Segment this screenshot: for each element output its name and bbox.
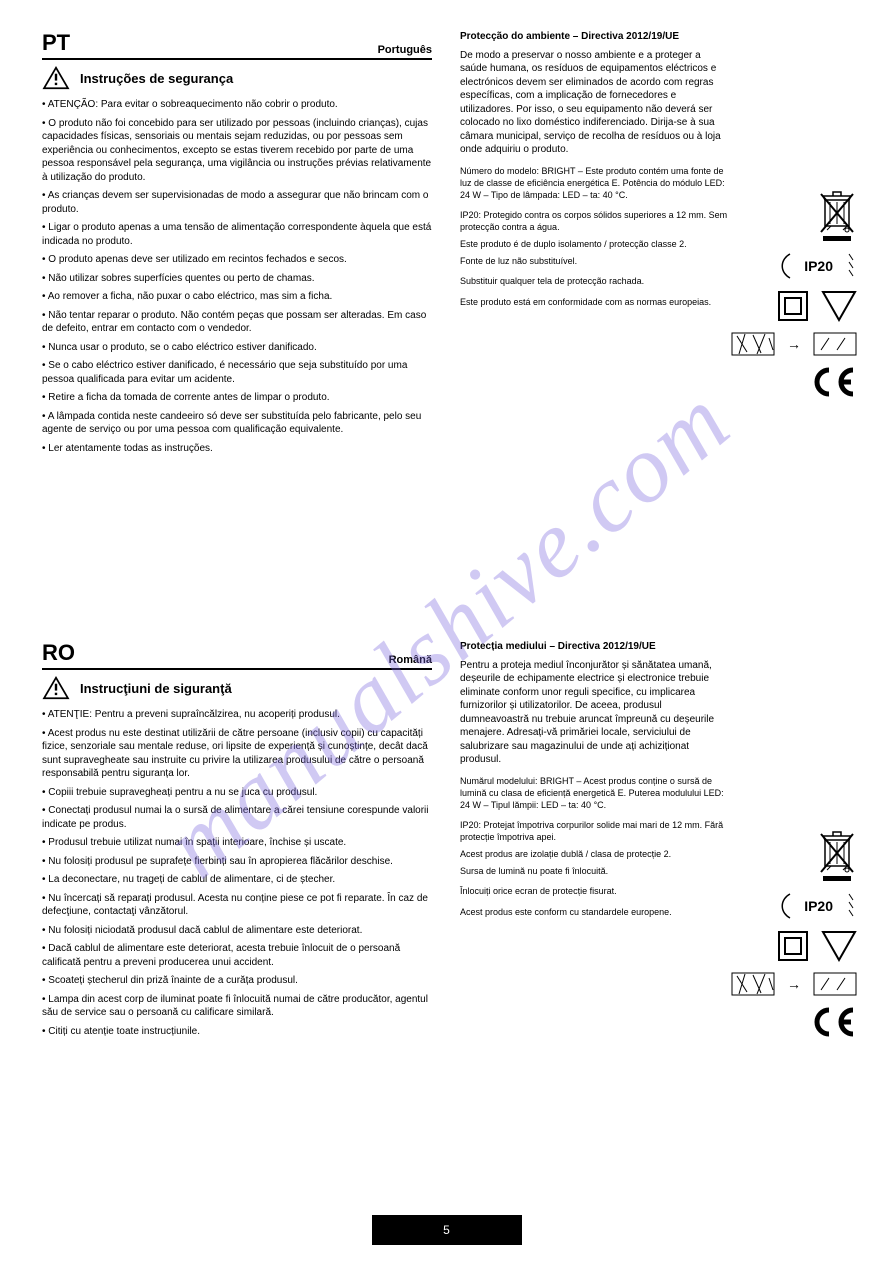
class2-row xyxy=(777,290,857,322)
pt-table-text: Número do modelo: BRIGHT – Este produto … xyxy=(460,165,730,201)
pt-p12: • A lâmpada contida neste candeeiro só d… xyxy=(42,410,432,437)
ro-ip-text: IP20: Protejat împotriva corpurilor soli… xyxy=(460,819,730,843)
ro-glass-text: Înlocuiți orice ecran de protecție fisur… xyxy=(460,885,730,897)
ce-mark-icon xyxy=(809,366,857,398)
class2-row xyxy=(777,930,857,962)
pt-p8: • Não tentar reparar o produto. Não cont… xyxy=(42,309,432,336)
weee-bin-icon xyxy=(817,190,857,242)
pt-sq-text: Este produto é de duplo isolamento / pro… xyxy=(460,238,730,250)
weee-bin-icon xyxy=(817,830,857,882)
pt-warning-heading: Instruções de segurança xyxy=(80,71,432,86)
ro-p3: • Copiii trebuie supravegheați pentru a … xyxy=(42,786,432,800)
ro-ce-text: Acest produs este conform cu standardele… xyxy=(460,906,730,918)
glass-row: → xyxy=(731,332,857,356)
ro-p9: • Nu folosiți niciodată produsul dacă ca… xyxy=(42,924,432,938)
pt-header: PT Português xyxy=(42,30,432,60)
pt-p4: • Ligar o produto apenas a uma tensão de… xyxy=(42,221,432,248)
triangle-down-icon xyxy=(821,930,857,962)
ip-row: IP20 xyxy=(772,892,857,920)
ro-p10: • Dacă cablul de alimentare este deterio… xyxy=(42,942,432,969)
pt-p1: • ATENÇÃO: Para evitar o sobreaqueciment… xyxy=(42,98,432,112)
ro-eol-text: Pentru a proteja mediul înconjurător și … xyxy=(460,659,730,767)
pt-p7: • Ao remover a ficha, não puxar o cabo e… xyxy=(42,290,432,304)
triangle-down-icon xyxy=(821,290,857,322)
double-square-icon xyxy=(777,290,809,322)
glass-row: → xyxy=(731,972,857,996)
finger-icon xyxy=(772,892,792,920)
ro-warning-heading: Instrucţiuni de siguranţă xyxy=(80,681,432,696)
ro-sq-text: Acest produs are izolație dublă / clasa … xyxy=(460,848,730,860)
pt-eol-text: De modo a preservar o nosso ambiente e a… xyxy=(460,49,730,157)
arrow-icon: → xyxy=(787,336,801,352)
pt-p10: • Se o cabo eléctrico estiver danificado… xyxy=(42,359,432,386)
ip20-label: IP20 xyxy=(804,258,833,274)
ro-left-column: RO Română Instrucţiuni de siguranţă • AT… xyxy=(42,640,432,1043)
new-glass-icon xyxy=(813,972,857,996)
ro-p4: • Conectați produsul numai la o sursă de… xyxy=(42,804,432,831)
ro-table-text: Numărul modelului: BRIGHT – Acest produs… xyxy=(460,775,730,811)
ro-p12: • Lampa din acest corp de iluminat poate… xyxy=(42,993,432,1020)
arrow-icon: → xyxy=(787,976,801,992)
ro-p6: • Nu folosiți produsul pe suprafețe fier… xyxy=(42,855,432,869)
pt-glass-text: Substituir qualquer tela de protecção ra… xyxy=(460,275,730,287)
ce-mark-icon xyxy=(809,1006,857,1038)
pt-p5: • O produto apenas deve ser utilizado em… xyxy=(42,253,432,267)
pt-eol-heading: Protecção do ambiente – Directiva 2012/1… xyxy=(460,30,730,44)
ro-body-left: • ATENŢIE: Pentru a preveni supraîncălzi… xyxy=(42,708,432,1038)
finger-icon xyxy=(772,252,792,280)
double-square-icon xyxy=(777,930,809,962)
ip20-label: IP20 xyxy=(804,898,833,914)
pt-icons-column: IP20 → xyxy=(737,190,857,398)
page-number: 5 xyxy=(372,1215,522,1245)
new-glass-icon xyxy=(813,332,857,356)
pt-warning-row: Instruções de segurança xyxy=(42,66,432,90)
ro-p2: • Acest produs nu este destinat utilizăr… xyxy=(42,727,432,781)
ro-p8: • Nu încercați să reparați produsul. Ace… xyxy=(42,892,432,919)
ro-p1: • ATENŢIE: Pentru a preveni supraîncălzi… xyxy=(42,708,432,722)
ro-p5: • Produsul trebuie utilizat numai în spa… xyxy=(42,836,432,850)
ro-code: RO xyxy=(42,640,75,666)
pt-tri-text: Fonte de luz não substituível. xyxy=(460,255,730,267)
ro-header: RO Română xyxy=(42,640,432,670)
pt-code: PT xyxy=(42,30,70,56)
ro-p13: • Citiți cu atenție toate instrucțiunile… xyxy=(42,1025,432,1039)
page-number-value: 5 xyxy=(443,1223,450,1237)
pt-p9: • Nunca usar o produto, se o cabo eléctr… xyxy=(42,341,432,355)
pt-ip-text: IP20: Protegido contra os corpos sólidos… xyxy=(460,209,730,233)
ro-p7: • La deconectare, nu trageți de cablul d… xyxy=(42,873,432,887)
pt-p11: • Retire a ficha da tomada de corrente a… xyxy=(42,391,432,405)
ro-name: Română xyxy=(389,654,432,666)
pt-name: Português xyxy=(378,44,432,56)
ro-eol-heading: Protecția mediului – Directiva 2012/19/U… xyxy=(460,640,730,654)
pt-p3: • As crianças devem ser supervisionadas … xyxy=(42,189,432,216)
warning-triangle-icon xyxy=(42,66,70,90)
pt-p6: • Não utilizar sobres superfícies quente… xyxy=(42,272,432,286)
cracked-glass-icon xyxy=(731,332,775,356)
warning-triangle-icon xyxy=(42,676,70,700)
ro-p11: • Scoateți ștecherul din priză înainte d… xyxy=(42,974,432,988)
ip-row: IP20 xyxy=(772,252,857,280)
pt-left-column: PT Português Instruções de segurança • A… xyxy=(42,30,432,460)
drops-icon xyxy=(845,892,857,920)
ro-warning-row: Instrucţiuni de siguranţă xyxy=(42,676,432,700)
ro-icons-column: IP20 → xyxy=(737,830,857,1038)
pt-p13: • Ler atentamente todas as instruções. xyxy=(42,442,432,456)
drops-icon xyxy=(845,252,857,280)
ro-tri-text: Sursa de lumină nu poate fi înlocuită. xyxy=(460,865,730,877)
cracked-glass-icon xyxy=(731,972,775,996)
pt-body-left: • ATENÇÃO: Para evitar o sobreaqueciment… xyxy=(42,98,432,455)
pt-ce-text: Este produto está em conformidade com as… xyxy=(460,296,730,308)
pt-p2: • O produto não foi concebido para ser u… xyxy=(42,117,432,185)
